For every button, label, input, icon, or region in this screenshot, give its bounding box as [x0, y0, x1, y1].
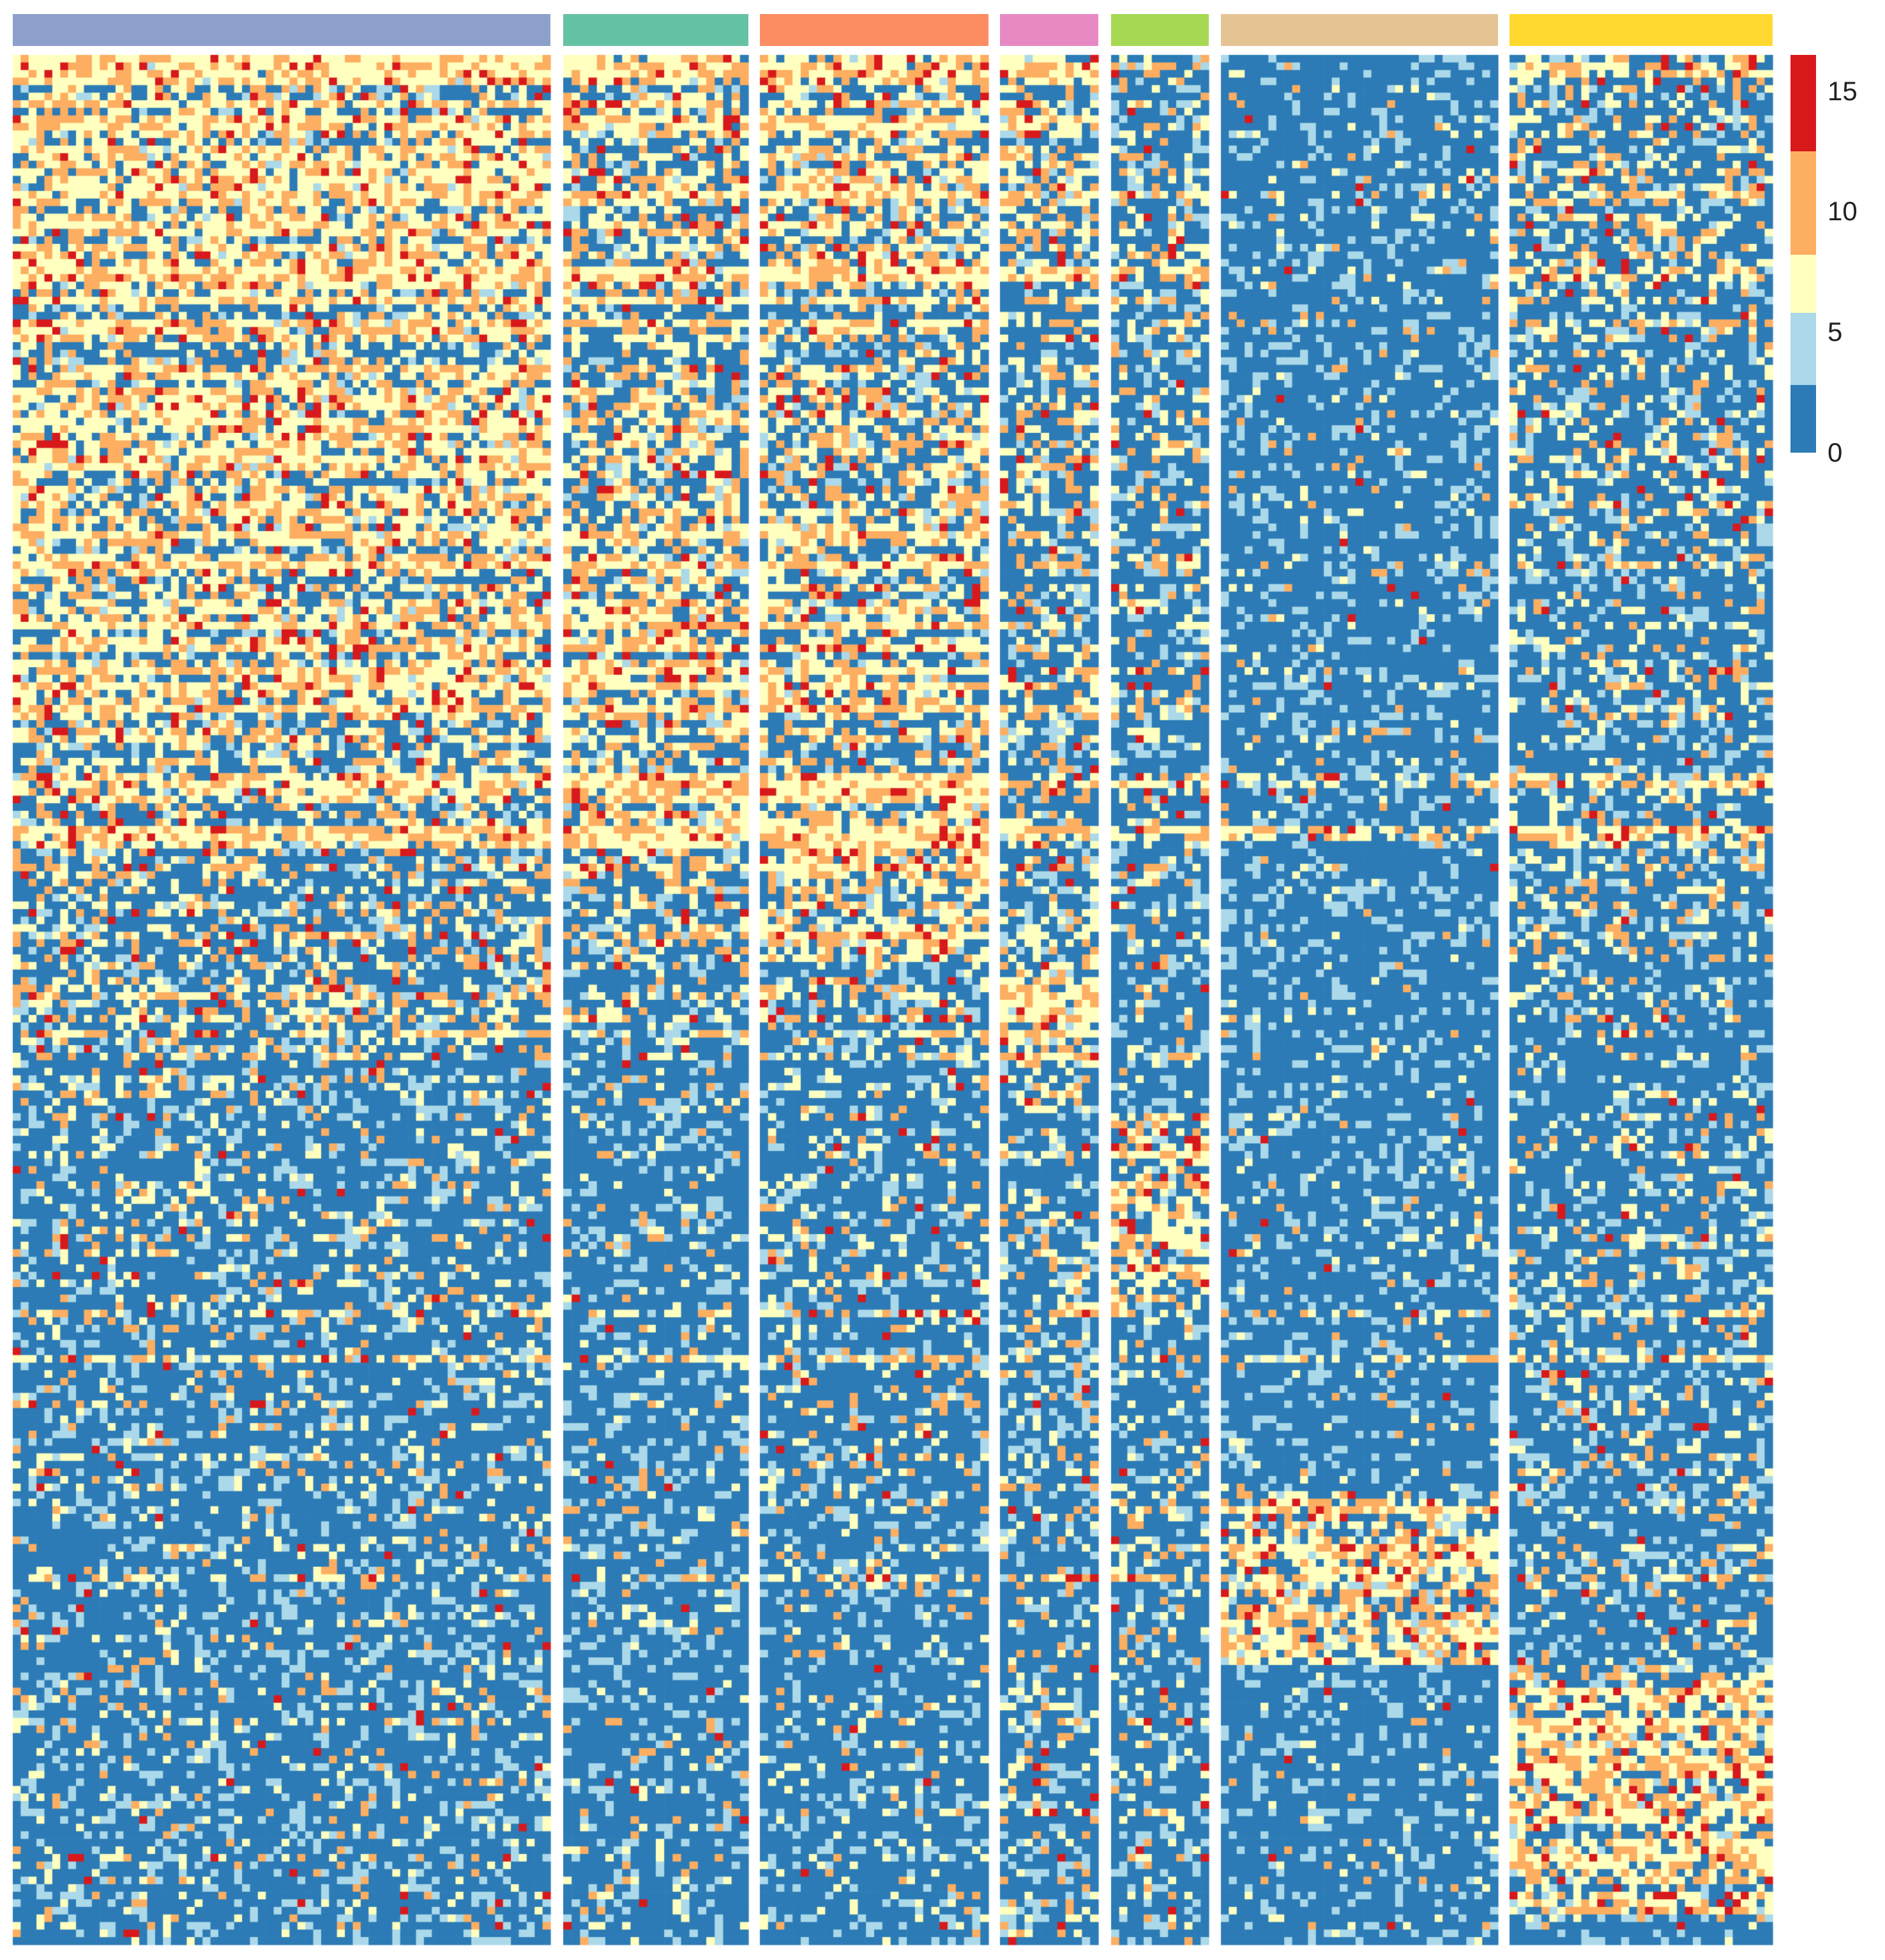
- group-annotation-bar-2: [563, 14, 748, 46]
- legend-color-swatch: [1790, 385, 1816, 453]
- legend-tick-label: 0: [1828, 437, 1843, 467]
- group-annotation-bar-4: [1000, 14, 1098, 46]
- group-annotation-bar-7: [1510, 14, 1773, 46]
- group-annotation-bar-3: [760, 14, 988, 46]
- legend-color-swatch: [1790, 55, 1816, 152]
- group-annotation-bar-6: [1221, 14, 1498, 46]
- legend-color-swatch: [1790, 255, 1816, 313]
- legend-color-swatch: [1790, 151, 1816, 255]
- group-annotation-bar-1: [13, 14, 550, 46]
- legend-tick-label: 5: [1828, 317, 1843, 347]
- group-annotation-bar-5: [1111, 14, 1209, 46]
- legend-tick-label: 10: [1828, 196, 1858, 227]
- legend-color-swatch: [1790, 313, 1816, 386]
- legend-tick-label: 15: [1828, 75, 1858, 106]
